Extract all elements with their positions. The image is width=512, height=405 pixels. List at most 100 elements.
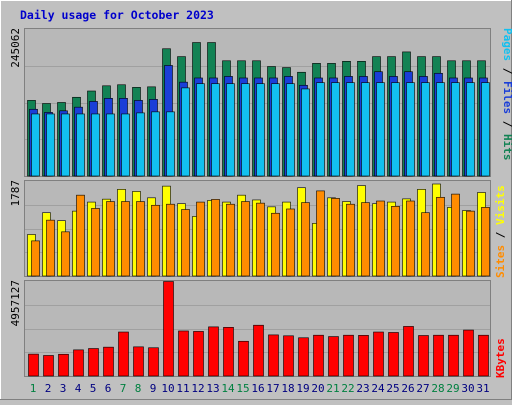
bar-pages-day-8 xyxy=(136,112,145,177)
bar-sites-day-19 xyxy=(301,202,310,277)
x-tick-label: 6 xyxy=(105,382,112,395)
bar-pages-day-26 xyxy=(406,82,415,177)
bar-kbytes-day-18 xyxy=(283,335,294,377)
bar-pages-day-22 xyxy=(346,82,355,177)
bar-pages-day-4 xyxy=(76,113,85,177)
x-tick-label: 12 xyxy=(191,382,204,395)
x-tick-label: 5 xyxy=(90,382,97,395)
x-tick-label: 19 xyxy=(296,382,309,395)
bar-kbytes-day-22 xyxy=(343,334,354,377)
x-tick-label: 22 xyxy=(341,382,354,395)
bar-kbytes-day-27 xyxy=(418,335,429,377)
bar-sites-day-31 xyxy=(481,207,490,277)
bar-kbytes-day-3 xyxy=(58,353,69,377)
bar-sites-day-3 xyxy=(61,231,70,277)
x-tick-label: 15 xyxy=(236,382,249,395)
bar-pages-day-3 xyxy=(61,113,70,177)
bars-layer xyxy=(27,42,490,377)
bar-kbytes-day-9 xyxy=(148,347,159,377)
x-tick-label: 18 xyxy=(281,382,294,395)
bar-kbytes-day-10 xyxy=(163,281,174,377)
bar-sites-day-2 xyxy=(46,219,55,277)
bar-pages-day-23 xyxy=(361,82,370,177)
bar-pages-day-11 xyxy=(181,87,190,177)
bar-sites-day-16 xyxy=(256,202,265,277)
bar-kbytes-day-11 xyxy=(178,330,189,377)
bar-pages-day-27 xyxy=(421,82,430,177)
bar-pages-day-7 xyxy=(121,113,130,177)
bar-kbytes-day-23 xyxy=(358,335,369,377)
bar-sites-day-14 xyxy=(226,203,235,277)
bar-pages-day-2 xyxy=(46,113,55,177)
legend-sep-2: / xyxy=(501,114,512,134)
bar-sites-day-11 xyxy=(181,209,190,277)
bar-sites-day-6 xyxy=(106,201,115,277)
bar-sites-day-27 xyxy=(421,212,430,277)
bar-pages-day-19 xyxy=(301,88,310,177)
bar-pages-day-15 xyxy=(241,83,250,177)
x-tick-label: 17 xyxy=(266,382,279,395)
bar-kbytes-day-4 xyxy=(73,349,84,377)
kbytes-ymax-label: 4957127 xyxy=(9,280,22,326)
bar-kbytes-day-12 xyxy=(193,331,204,377)
bar-sites-day-26 xyxy=(406,200,415,277)
bar-kbytes-day-21 xyxy=(328,336,339,377)
legend-hits: Hits xyxy=(501,134,512,161)
bar-sites-day-9 xyxy=(151,204,160,277)
x-tick-label: 7 xyxy=(120,382,127,395)
bar-sites-day-28 xyxy=(436,196,445,277)
bar-kbytes-day-25 xyxy=(388,332,399,377)
bar-kbytes-day-16 xyxy=(253,324,264,377)
x-tick-label: 24 xyxy=(371,382,385,395)
bar-kbytes-day-19 xyxy=(298,337,309,377)
bar-pages-day-9 xyxy=(151,111,160,177)
bar-sites-day-10 xyxy=(166,203,175,277)
bar-kbytes-day-17 xyxy=(268,334,279,377)
bar-pages-day-17 xyxy=(271,83,280,177)
legend-sites: Sites xyxy=(494,245,507,278)
bar-pages-day-25 xyxy=(391,82,400,177)
bar-sites-day-12 xyxy=(196,201,205,277)
bar-pages-day-1 xyxy=(31,113,40,177)
bar-sites-day-17 xyxy=(271,212,280,277)
bar-pages-day-29 xyxy=(451,82,460,177)
x-tick-label: 23 xyxy=(356,382,369,395)
bar-pages-day-21 xyxy=(331,82,340,177)
bar-kbytes-day-5 xyxy=(88,348,99,377)
bar-pages-day-12 xyxy=(196,83,205,177)
bar-sites-day-22 xyxy=(346,203,355,277)
bar-sites-day-5 xyxy=(91,208,100,277)
bar-pages-day-14 xyxy=(226,83,235,177)
bar-sites-day-25 xyxy=(391,206,400,277)
bar-kbytes-day-7 xyxy=(118,331,129,377)
legend-visits: Visits xyxy=(494,185,507,225)
x-tick-label: 29 xyxy=(446,382,459,395)
legend-files: Files xyxy=(501,81,512,114)
x-tick-label: 25 xyxy=(386,382,399,395)
legend-sep-1: / xyxy=(501,61,512,81)
x-tick-label: 26 xyxy=(401,382,414,395)
x-tick-label: 4 xyxy=(75,382,82,395)
hits-ymax-label: 245062 xyxy=(9,28,22,68)
x-tick-label: 13 xyxy=(206,382,219,395)
x-tick-label: 21 xyxy=(326,382,339,395)
bar-sites-day-29 xyxy=(451,193,460,277)
x-tick-label: 30 xyxy=(461,382,474,395)
legend-pages-files-hits: Pages / Files / Hits xyxy=(501,28,512,161)
bar-sites-day-15 xyxy=(241,201,250,277)
legend-sites-visits: Sites / Visits xyxy=(494,185,507,278)
bar-kbytes-day-28 xyxy=(433,334,444,377)
bar-pages-day-16 xyxy=(256,83,265,177)
x-tick-label: 31 xyxy=(476,382,489,395)
bar-kbytes-day-2 xyxy=(43,355,54,377)
x-tick-label: 10 xyxy=(161,382,174,395)
bar-sites-day-30 xyxy=(466,210,475,277)
bar-kbytes-day-30 xyxy=(463,329,474,377)
legend-kbytes: KBytes xyxy=(494,338,507,378)
bar-pages-day-13 xyxy=(211,83,220,177)
bar-kbytes-day-26 xyxy=(403,326,414,377)
bar-pages-day-30 xyxy=(466,82,475,177)
bar-kbytes-day-15 xyxy=(238,340,249,377)
